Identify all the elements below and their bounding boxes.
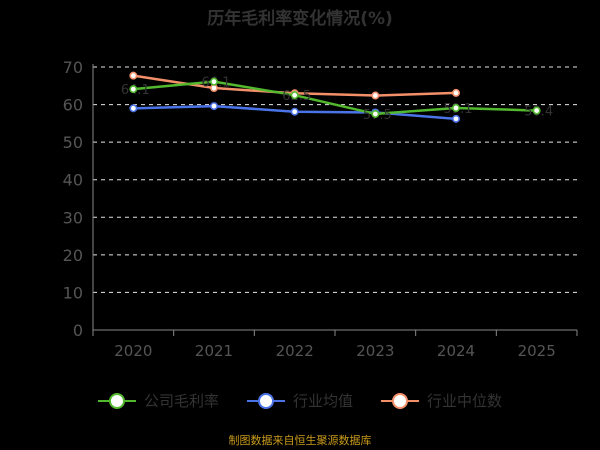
grid-lines [93,66,577,293]
y-tick-label: 0 [73,321,83,340]
x-tick-labels: 2020 2021 2022 2023 2024 2025 [114,342,556,360]
legend-label: 行业均值 [292,392,353,410]
data-point [371,109,380,118]
y-tick-label: 40 [63,171,83,190]
y-tick-label: 50 [63,133,83,152]
series-lines [133,74,537,121]
data-point [290,107,299,116]
legend-item[interactable]: 行业均值 [246,390,353,411]
data-point [451,88,460,97]
legend-item[interactable]: 公司毛利率 [97,390,219,411]
legend-label: 公司毛利率 [143,392,219,410]
data-point [451,103,460,112]
y-tick-label: 60 [63,96,83,115]
data-point [210,102,219,111]
data-point [371,91,380,100]
x-tick-label: 2022 [276,342,314,360]
axes [92,64,578,336]
legend-swatch [246,392,285,410]
legend-item[interactable]: 行业中位数 [381,390,502,411]
y-tick-label: 70 [63,58,83,77]
data-point [129,71,138,80]
data-point [532,106,541,115]
series-line-0 [133,80,537,116]
data-point [210,84,219,93]
legend-swatch [97,392,136,410]
x-tick-label: 2023 [356,342,394,360]
x-tick-label: 2025 [518,342,556,360]
x-tick-label: 2021 [195,342,233,360]
y-tick-label: 30 [63,208,83,227]
legend-label: 行业中位数 [427,392,503,410]
x-tick-label: 2024 [437,342,475,360]
legend: 公司毛利率 行业均值 行业中位数 [0,390,600,411]
series-points [129,71,541,123]
legend-swatch [381,392,419,410]
data-point [210,77,219,86]
y-tick-label: 20 [63,246,83,265]
y-tick-labels: 0 10 20 30 40 50 60 70 [63,58,83,340]
chart-title: 历年毛利率变化情况(%) [207,9,393,29]
y-tick-label: 10 [63,283,83,302]
data-point [290,91,299,100]
data-point [451,114,460,123]
data-point [129,85,138,94]
data-point [129,104,138,113]
source-note: 制图数据来自恒生聚源数据库 [228,434,372,447]
x-tick-label: 2020 [114,342,152,360]
